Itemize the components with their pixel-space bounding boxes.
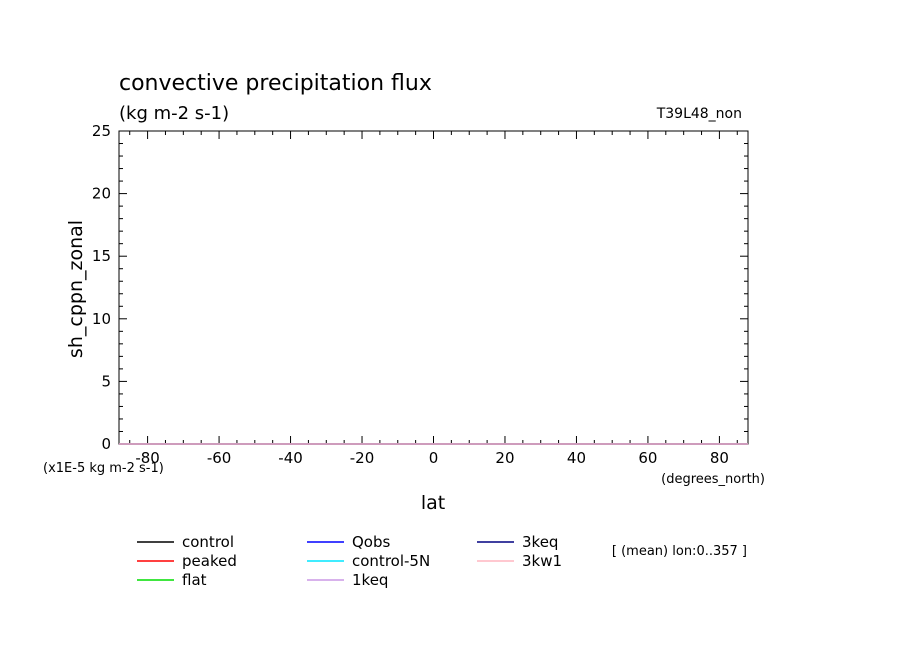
chart-title: convective precipitation flux — [119, 71, 432, 96]
x-axis-label: lat — [421, 492, 445, 514]
y-tick-label: 5 — [101, 372, 111, 390]
legend-label-Qobs: Qobs — [352, 533, 391, 551]
x-tick-label: 40 — [567, 449, 586, 467]
legend-label-control: control — [182, 533, 234, 551]
x-tick-label: -20 — [350, 449, 375, 467]
y-tick-label: 25 — [92, 122, 111, 140]
y-tick-label: 15 — [92, 247, 111, 265]
legend-label-3keq: 3keq — [522, 533, 558, 551]
run-label: T39L48_non — [656, 106, 742, 122]
legend-label-peaked: peaked — [182, 552, 237, 570]
legend-label-flat: flat — [182, 571, 207, 589]
x-tick-label: -40 — [278, 449, 303, 467]
y-tick-label: 10 — [92, 310, 111, 328]
plot-frame — [118, 130, 749, 445]
x-axis-ticks: -80 -60 -40 -20 0 20 40 60 80 — [129, 131, 738, 467]
x-tick-label: -80 — [135, 449, 160, 467]
y-tick-label: 0 — [101, 435, 111, 453]
x-tick-label: 20 — [495, 449, 514, 467]
info-label: [ (mean) lon:0..357 ] — [612, 544, 747, 559]
x-tick-label: 60 — [638, 449, 657, 467]
y-tick-label: 20 — [92, 185, 111, 203]
legend-label-1keq: 1keq — [352, 571, 388, 589]
x-tick-label: -60 — [207, 449, 232, 467]
x-unit-note: (degrees_north) — [661, 472, 765, 487]
chart-units: (kg m-2 s-1) — [119, 103, 229, 124]
legend-label-3kw1: 3kw1 — [522, 552, 562, 570]
y-axis-label: sh_cppn_zonal — [65, 220, 87, 358]
y-scale-note: (x1E-5 kg m-2 s-1) — [43, 461, 164, 476]
x-tick-label: 80 — [710, 449, 729, 467]
x-tick-label: 0 — [429, 449, 439, 467]
legend-label-control-5N: control-5N — [352, 552, 430, 570]
y-axis-ticks: 0 5 10 15 20 25 — [92, 122, 748, 453]
